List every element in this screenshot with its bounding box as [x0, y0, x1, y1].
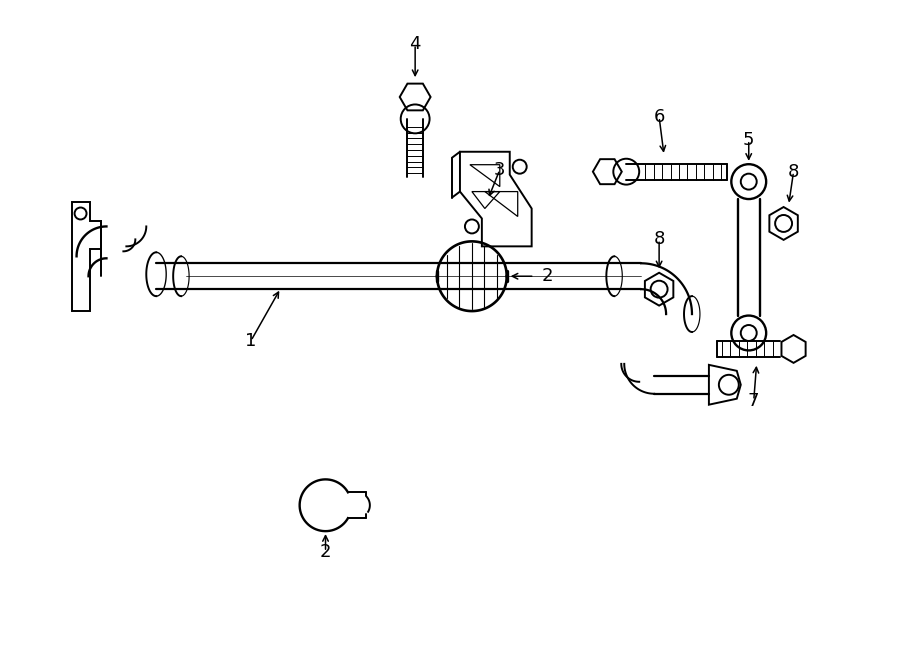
- Text: 8: 8: [788, 163, 799, 180]
- Text: 5: 5: [743, 131, 754, 149]
- Text: 8: 8: [653, 231, 665, 249]
- Text: 6: 6: [653, 108, 665, 126]
- Text: 3: 3: [494, 161, 506, 178]
- Text: 2: 2: [320, 543, 331, 561]
- Text: 1: 1: [245, 332, 256, 350]
- Text: 4: 4: [410, 35, 421, 53]
- Text: 7: 7: [748, 392, 760, 410]
- Text: 2: 2: [542, 267, 554, 286]
